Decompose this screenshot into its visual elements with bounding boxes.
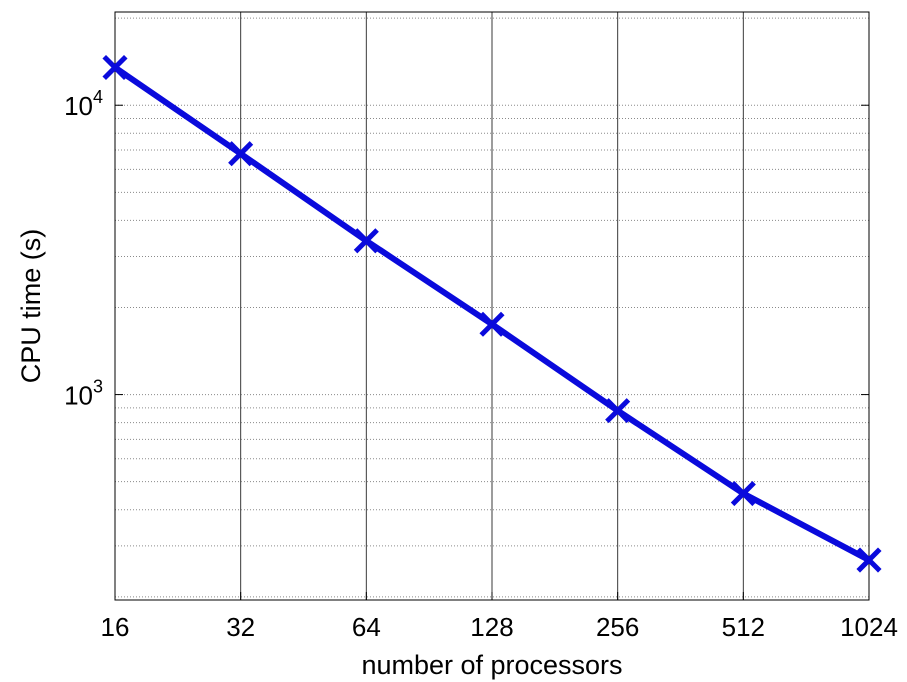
- x-tick-label: 32: [226, 612, 255, 642]
- series-group: [102, 54, 882, 573]
- x-tick-label: 256: [596, 612, 639, 642]
- data-point-marker: [605, 398, 631, 424]
- data-point-marker: [856, 547, 882, 573]
- x-tick-label: 128: [470, 612, 513, 642]
- x-tick-label: 512: [722, 612, 765, 642]
- x-tick-label: 16: [101, 612, 130, 642]
- y-axis-title: CPU time (s): [16, 229, 46, 384]
- y-tick-label: 103: [64, 377, 103, 411]
- x-axis-title: number of processors: [361, 650, 622, 680]
- x-tick-label: 1024: [840, 612, 898, 642]
- data-point-marker: [353, 228, 379, 254]
- y-axis-tick-labels: 103 104: [64, 87, 869, 411]
- y-tick-label: 104: [64, 87, 103, 121]
- x-axis-tick-labels: 16 32 64 128 256 512 1024: [101, 592, 898, 642]
- data-point-marker: [479, 311, 505, 337]
- data-point-marker: [228, 141, 254, 167]
- data-point-marker: [102, 54, 128, 81]
- grid: [115, 12, 869, 600]
- x-tick-label: 64: [352, 612, 381, 642]
- data-point-marker: [730, 480, 756, 507]
